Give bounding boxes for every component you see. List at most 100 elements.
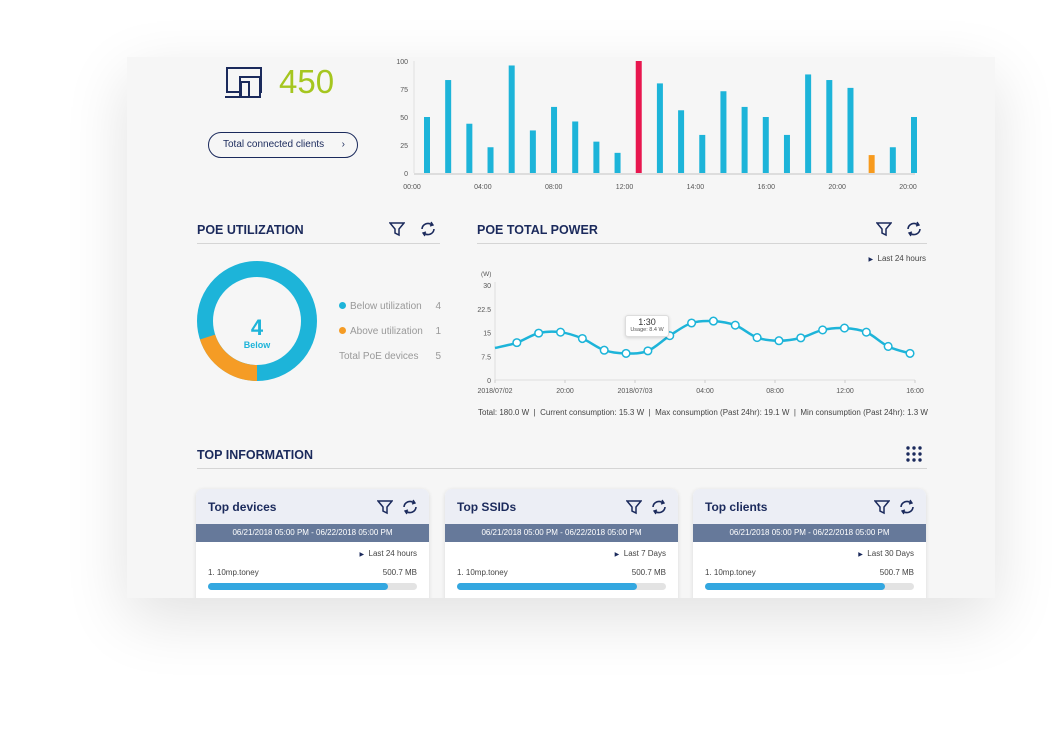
caret-right-icon: ▶ (858, 552, 863, 558)
refresh-icon[interactable] (650, 499, 668, 515)
card-range-selector[interactable]: ▶ Last 7 Days (614, 549, 666, 558)
caret-right-icon: ▶ (614, 552, 620, 558)
y-tick-label: 7.5 (481, 354, 491, 361)
client-count: 450 (279, 63, 335, 100)
legend-total: Total PoE devices 5 (339, 351, 441, 362)
x-tick-label: 20:00 (556, 388, 574, 395)
data-point (861, 327, 871, 337)
card-date-range: 06/21/2018 05:00 PM - 06/22/2018 05:00 P… (445, 524, 678, 542)
x-tick-label: 04:00 (474, 184, 492, 191)
grid-menu-icon[interactable] (906, 446, 922, 462)
chart-tooltip: 1:30 Usage: 8.4 W (625, 315, 669, 337)
card-progress-bar (457, 583, 666, 590)
data-point (796, 333, 806, 343)
button-label: Total connected clients (223, 139, 325, 150)
top-card: Top SSIDs 06/21/2018 05:00 PM - 06/22/20… (445, 489, 678, 598)
total-connected-clients-button[interactable]: Total connected clients › (208, 132, 358, 158)
donut-center-label: Below (243, 340, 271, 350)
data-point (687, 318, 697, 328)
card-range-selector[interactable]: ▶ Last 30 Days (858, 549, 914, 558)
bar (783, 134, 790, 173)
card-range-selector[interactable]: ▶ Last 24 hours (359, 549, 417, 558)
card-title: Top clients (705, 500, 768, 514)
bar (614, 152, 621, 173)
poe-utilization-title: POE UTILIZATION (197, 223, 304, 237)
bar (445, 80, 452, 173)
data-point (774, 336, 784, 346)
data-point (534, 328, 544, 338)
x-tick-label: 14:00 (687, 184, 705, 191)
data-point (818, 325, 828, 335)
range-selector[interactable]: ▶ Last 24 hours (868, 254, 926, 263)
data-point (730, 320, 740, 330)
data-point (599, 345, 609, 355)
card-item-name: 1. 10mp.toney (705, 568, 756, 577)
data-point (905, 348, 915, 358)
y-tick-label: 0 (404, 171, 408, 178)
card-item-value: 500.7 MB (382, 568, 417, 577)
bar (741, 106, 748, 173)
power-summary: Total: 180.0 W | Current consumption: 15… (478, 408, 928, 417)
y-tick-label: 100 (396, 59, 408, 66)
donut-slice-above (197, 261, 317, 381)
filter-icon[interactable] (874, 499, 890, 515)
data-point (708, 316, 718, 326)
top-card: Top clients 06/21/2018 05:00 PM - 06/22/… (693, 489, 926, 598)
bar (656, 83, 663, 173)
dashboard-panel: 450 Total connected clients › 100 75 50 25 0… (127, 57, 995, 598)
client-bar-chart: 100 75 50 25 0 00:00 04:00 08:00 12:00 14:00 16:00… (396, 59, 917, 191)
bar (889, 147, 896, 173)
caret-right-icon: ▶ (359, 552, 365, 558)
caret-right-icon: ▶ (868, 257, 874, 263)
x-tick-label: 20:00 (828, 184, 846, 191)
card-date-range: 06/21/2018 05:00 PM - 06/22/2018 05:00 P… (693, 524, 926, 542)
card-header: Top clients (693, 489, 926, 524)
bar (635, 61, 642, 173)
y-tick-label: 30 (483, 283, 491, 290)
y-axis-unit: (W) (481, 271, 491, 278)
data-point (883, 341, 893, 351)
bar (508, 65, 515, 173)
bar (868, 155, 875, 173)
refresh-icon[interactable] (401, 499, 419, 515)
y-tick-label: 15 (483, 331, 491, 338)
y-tick-label: 22.5 (477, 307, 491, 314)
y-tick-label: 0 (487, 378, 491, 385)
top-information-title: TOP INFORMATION (197, 448, 313, 462)
data-point (752, 333, 762, 343)
card-date-range: 06/21/2018 05:00 PM - 06/22/2018 05:00 P… (196, 524, 429, 542)
filter-icon[interactable] (377, 499, 393, 515)
filter-icon[interactable] (876, 221, 892, 237)
bar (487, 147, 494, 173)
top-card: Top devices 06/21/2018 05:00 PM - 06/22/… (196, 489, 429, 598)
donut-center-value: 4 (251, 315, 264, 340)
bar (678, 110, 685, 173)
card-item-value: 500.7 MB (631, 568, 666, 577)
chevron-right-icon: › (341, 139, 345, 150)
data-point (512, 338, 522, 348)
card-item-value: 500.7 MB (879, 568, 914, 577)
refresh-icon[interactable] (905, 221, 923, 237)
card-progress-bar (705, 583, 914, 590)
card-item-name: 1. 10mp.toney (457, 568, 508, 577)
legend-above: Above utilization 1 (339, 326, 441, 351)
refresh-icon[interactable] (898, 499, 916, 515)
poe-total-power-title: POE TOTAL POWER (477, 223, 598, 237)
refresh-icon[interactable] (419, 221, 437, 237)
x-tick-label: 2018/07/03 (617, 388, 652, 395)
filter-icon[interactable] (389, 221, 405, 237)
x-tick-label: 16:00 (758, 184, 776, 191)
x-tick-label: 12:00 (616, 184, 634, 191)
bar (699, 134, 706, 173)
data-point (621, 348, 631, 358)
poe-power-line-chart: (W) 30 22.5 15 7.5 0 2018/07/02 20:00 2018/07/03… (477, 271, 924, 395)
bar (572, 121, 579, 173)
filter-icon[interactable] (626, 499, 642, 515)
bar (466, 123, 473, 173)
data-point (577, 333, 587, 344)
devices-icon (225, 67, 262, 98)
x-tick-label: 04:00 (696, 388, 714, 395)
x-tick-label: 16:00 (906, 388, 924, 395)
y-tick-label: 50 (400, 115, 408, 122)
card-header: Top devices (196, 489, 429, 524)
